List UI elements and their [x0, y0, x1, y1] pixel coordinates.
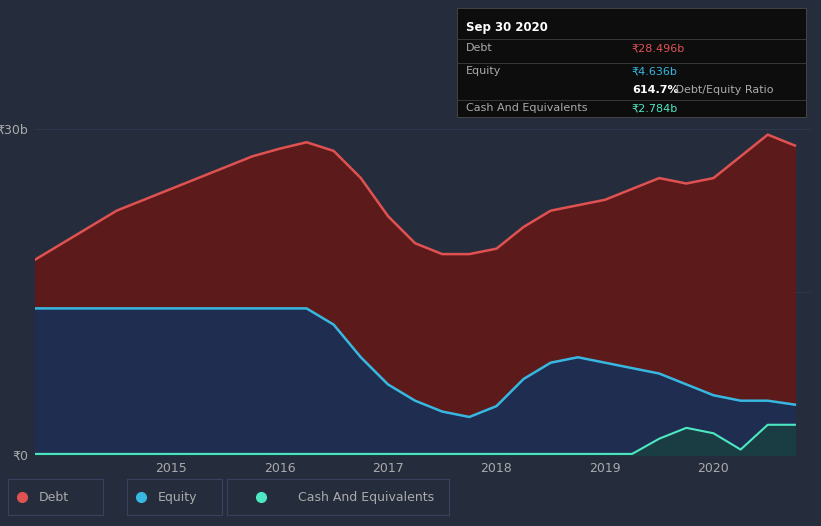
Text: ₹2.784b: ₹2.784b: [632, 103, 678, 113]
Text: Debt: Debt: [39, 491, 68, 503]
Text: ₹4.636b: ₹4.636b: [632, 66, 677, 76]
Text: Equity: Equity: [158, 491, 197, 503]
Text: Sep 30 2020: Sep 30 2020: [466, 22, 548, 35]
Text: 614.7%: 614.7%: [632, 85, 678, 95]
Text: ₹28.496b: ₹28.496b: [632, 43, 685, 53]
Text: Equity: Equity: [466, 66, 502, 76]
Text: Cash And Equivalents: Cash And Equivalents: [466, 103, 588, 113]
Text: Debt/Equity Ratio: Debt/Equity Ratio: [672, 85, 773, 95]
Text: Cash And Equivalents: Cash And Equivalents: [298, 491, 434, 503]
Text: Debt: Debt: [466, 43, 493, 53]
